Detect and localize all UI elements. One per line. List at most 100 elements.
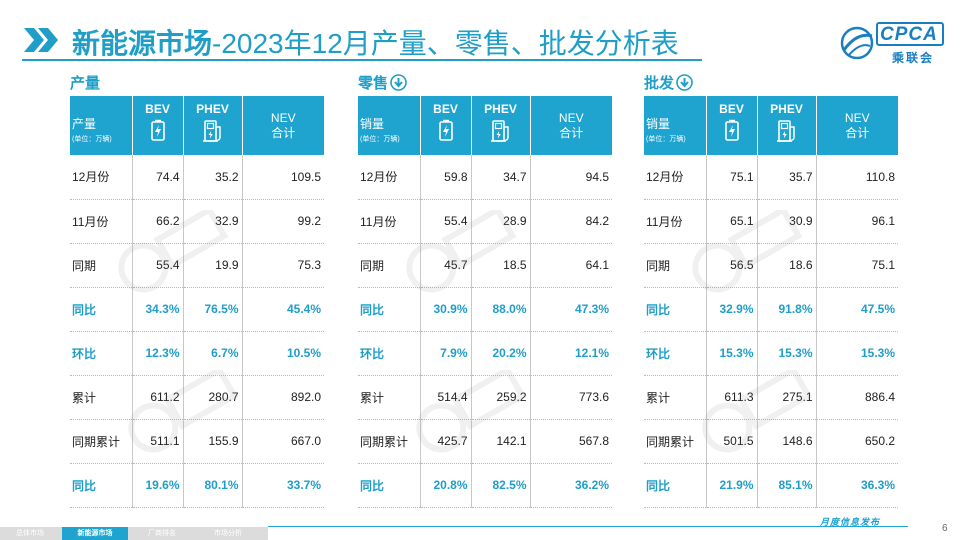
footer-tab-analysis[interactable]: 市场分析: [214, 530, 242, 537]
row-label: 同比: [70, 463, 133, 508]
fuel-plug-icon: [490, 120, 509, 142]
footer-tab-ranking[interactable]: 厂商排名: [148, 530, 176, 537]
row-label: 累计: [644, 375, 707, 420]
phev-value: 91.8%: [757, 287, 817, 332]
bev-value: 21.9%: [706, 463, 758, 508]
nev-value: 886.4: [816, 375, 898, 420]
bev-value: 32.9%: [706, 287, 758, 332]
table-row: 11月份 66.2 32.9 99.2: [70, 199, 324, 244]
bev-header: BEV: [132, 96, 184, 155]
cpca-logo: CPCA 乘联会: [836, 20, 946, 65]
row-label: 环比: [644, 331, 707, 376]
bev-header-label: BEV: [719, 102, 744, 116]
phev-value: 85.1%: [757, 463, 817, 508]
nev-value: 892.0: [242, 375, 324, 420]
bev-value: 66.2: [132, 199, 184, 244]
phev-value: 19.9: [183, 243, 243, 288]
phev-value: 142.1: [471, 419, 531, 464]
bev-value: 30.9%: [420, 287, 472, 332]
unit-label: (单位：万辆): [646, 136, 686, 143]
footer-tab-overall[interactable]: 总体市场: [16, 530, 44, 537]
nev-header-line1: NEV: [270, 110, 296, 125]
bev-header: BEV: [706, 96, 758, 155]
title-row: 新能源市场-2023年12月产量、零售、批发分析表: [22, 18, 842, 62]
bev-value: 65.1: [706, 199, 758, 244]
bev-value: 511.1: [132, 419, 184, 464]
phev-value: 18.5: [471, 243, 531, 288]
first-col-label: 销量: [360, 117, 385, 131]
row-label: 同期: [644, 243, 707, 288]
phev-value: 28.9: [471, 199, 531, 244]
bev-value: 20.8%: [420, 463, 472, 508]
phev-header-label: PHEV: [770, 102, 803, 116]
table-row: 环比 7.9% 20.2% 12.1%: [358, 331, 612, 376]
table-row: 同期累计 501.5 148.6 650.2: [644, 419, 898, 464]
table-row: 同比 20.8% 82.5% 36.2%: [358, 463, 612, 508]
data-table-wholesale: 销量 (单位：万辆) BEV PHEV NEV 合计 12月份 75.1 35.7 110.8 11…: [644, 96, 898, 508]
phev-header-label: PHEV: [484, 102, 517, 116]
phev-value: 280.7: [183, 375, 243, 420]
table-header-row: 产量 (单位：万辆) BEV PHEV NEV 合计: [70, 96, 324, 155]
row-label: 同期: [70, 243, 133, 288]
bev-header-label: BEV: [433, 102, 458, 116]
fuel-plug-icon: [202, 120, 221, 142]
phev-value: 6.7%: [183, 331, 243, 376]
table-row: 同期累计 511.1 155.9 667.0: [70, 419, 324, 464]
bev-value: 45.7: [420, 243, 472, 288]
bev-header: BEV: [420, 96, 472, 155]
nev-header-line2: 合计: [271, 125, 296, 140]
nev-value: 109.5: [242, 155, 324, 200]
download-arrow-icon[interactable]: [676, 74, 693, 91]
row-label: 同比: [70, 287, 133, 332]
table-header-row: 销量 (单位：万辆) BEV PHEV NEV 合计: [644, 96, 898, 155]
nev-value: 110.8: [816, 155, 898, 200]
nev-value: 99.2: [242, 199, 324, 244]
nev-value: 567.8: [530, 419, 612, 464]
bev-header-label: BEV: [145, 102, 170, 116]
phev-value: 155.9: [183, 419, 243, 464]
first-col-label: 销量: [646, 117, 671, 131]
bev-value: 34.3%: [132, 287, 184, 332]
title-underline: [22, 59, 702, 61]
nev-header-line1: NEV: [558, 110, 584, 125]
nev-value: 773.6: [530, 375, 612, 420]
footer-slogan: 月度信息发布: [820, 517, 881, 527]
first-col-label: 产量: [72, 117, 97, 131]
page-title-strong: 新能源市场: [72, 28, 213, 59]
row-label: 12月份: [70, 155, 133, 200]
phev-value: 259.2: [471, 375, 531, 420]
row-header-cell: 产量 (单位：万辆): [70, 96, 133, 155]
phev-value: 30.9: [757, 199, 817, 244]
table-row: 同期 55.4 19.9 75.3: [70, 243, 324, 288]
nev-value: 84.2: [530, 199, 612, 244]
data-table-retail: 销量 (单位：万辆) BEV PHEV NEV 合计 12月份 59.8 34.7 94.5 11月…: [358, 96, 612, 508]
bev-value: 514.4: [420, 375, 472, 420]
download-arrow-icon[interactable]: [390, 74, 407, 91]
nev-header: NEV 合计: [530, 96, 612, 155]
table-row: 环比 15.3% 15.3% 15.3%: [644, 331, 898, 376]
page-title: 新能源市场-2023年12月产量、零售、批发分析表: [72, 22, 679, 62]
footer-line: [268, 526, 908, 527]
footer-tab-nev[interactable]: 新能源市场: [62, 527, 128, 540]
table-row: 12月份 75.1 35.7 110.8: [644, 155, 898, 200]
nev-value: 650.2: [816, 419, 898, 464]
row-label: 环比: [358, 331, 421, 376]
row-header-cell: 销量 (单位：万辆): [644, 96, 707, 155]
bev-value: 12.3%: [132, 331, 184, 376]
row-label: 同期累计: [644, 419, 707, 464]
logo-emblem-icon: [840, 26, 874, 60]
row-label: 同期累计: [358, 419, 421, 464]
nev-value: 667.0: [242, 419, 324, 464]
bev-value: 19.6%: [132, 463, 184, 508]
double-chevron-icon: [24, 28, 58, 52]
row-label: 累计: [358, 375, 421, 420]
data-table-production: 产量 (单位：万辆) BEV PHEV NEV 合计 12月份 74.4 35.2 109.5 11…: [70, 96, 324, 508]
section-label-text: 批发: [644, 75, 675, 92]
section-label-text: 产量: [70, 75, 101, 92]
table-row: 12月份 74.4 35.2 109.5: [70, 155, 324, 200]
table-row: 环比 12.3% 6.7% 10.5%: [70, 331, 324, 376]
phev-header: PHEV: [183, 96, 243, 155]
table-row: 同比 19.6% 80.1% 33.7%: [70, 463, 324, 508]
bev-value: 611.2: [132, 375, 184, 420]
bev-value: 425.7: [420, 419, 472, 464]
